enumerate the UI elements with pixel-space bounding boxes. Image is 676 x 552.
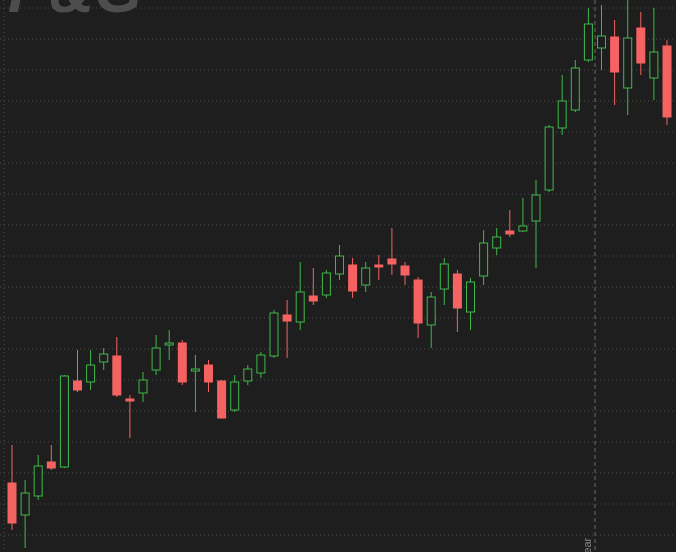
candle-body <box>59 375 69 468</box>
candle-body <box>204 364 213 383</box>
candle-body <box>243 368 253 382</box>
candle-body <box>374 264 384 268</box>
candle-body <box>308 295 318 302</box>
candle-body <box>217 380 227 419</box>
candle-body <box>479 242 489 277</box>
candle-body <box>583 23 593 61</box>
candle-body <box>636 27 646 64</box>
candle-body <box>597 35 606 49</box>
candle-body <box>623 37 633 89</box>
candle-body <box>400 265 410 276</box>
candle-body <box>99 353 109 363</box>
candle-body <box>321 272 331 296</box>
candle-body <box>570 67 580 111</box>
candle-body <box>46 461 56 469</box>
candle-body <box>492 236 502 249</box>
candle-body <box>426 296 436 326</box>
candle-body <box>151 347 161 371</box>
candle-body <box>230 381 240 411</box>
candle-body <box>269 312 279 357</box>
candle-body <box>649 51 659 79</box>
candle-body <box>439 263 449 290</box>
candle-body <box>86 364 96 383</box>
candle-body <box>7 482 17 524</box>
candle-body <box>164 342 174 346</box>
candle-body <box>557 100 567 129</box>
candle-body <box>348 264 358 292</box>
period-label: Year <box>582 537 594 552</box>
candle-body <box>190 368 200 372</box>
candle-body <box>452 273 462 309</box>
candle-body <box>177 342 187 383</box>
candle-body <box>361 267 371 286</box>
candle-body <box>138 379 148 394</box>
candle-body <box>295 291 305 323</box>
candle-body <box>112 355 122 396</box>
candle-body <box>505 230 515 235</box>
candle-body <box>662 45 672 118</box>
watermark: P&G <box>8 0 142 26</box>
candle-body <box>335 255 344 275</box>
candle-body <box>531 194 541 222</box>
candle-body <box>282 314 292 322</box>
candle-body <box>413 279 423 324</box>
candle-body <box>518 225 528 232</box>
candle-body <box>544 126 554 191</box>
candle-body <box>33 465 43 497</box>
candle-body <box>20 492 30 516</box>
candle-body <box>610 36 620 73</box>
candle-body <box>387 258 397 265</box>
candle-body <box>256 354 266 374</box>
candle-body <box>125 398 135 402</box>
candle-body <box>466 281 475 313</box>
candle-body <box>73 380 82 391</box>
